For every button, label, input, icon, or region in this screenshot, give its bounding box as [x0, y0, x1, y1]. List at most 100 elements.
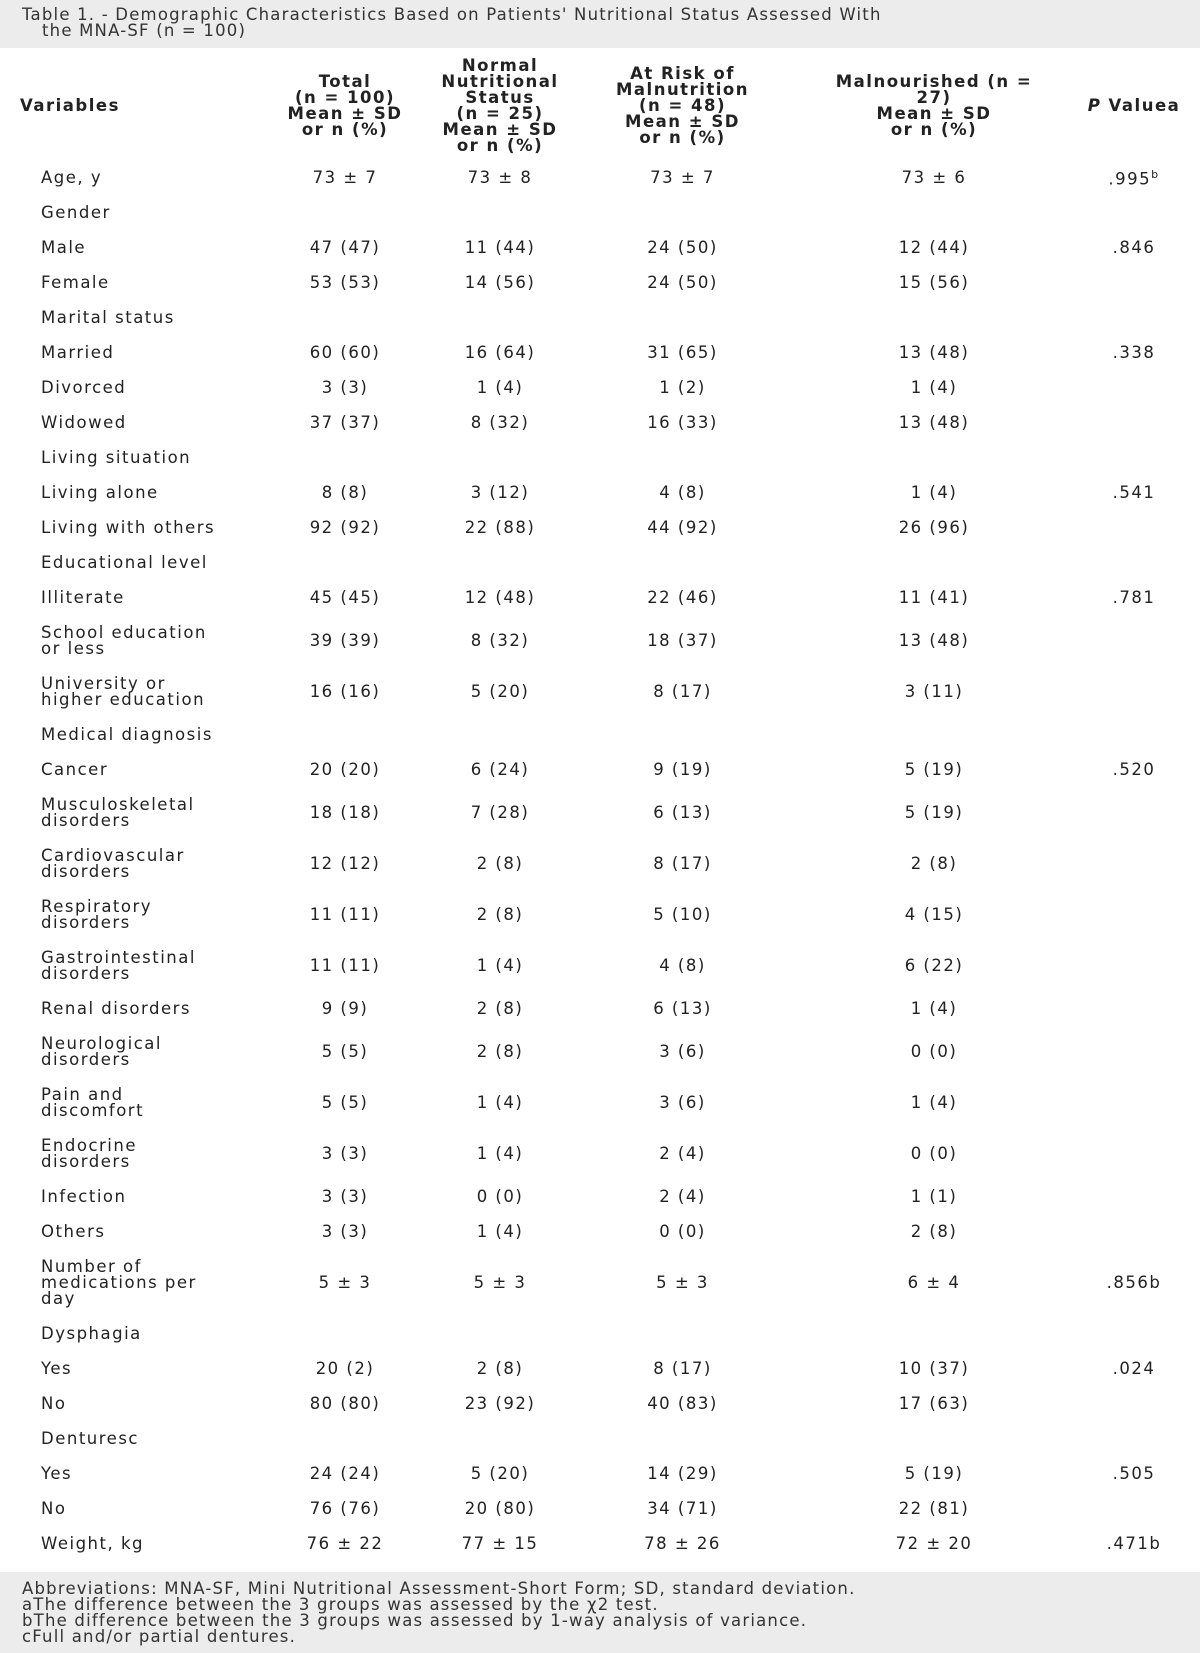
cell-malnourished: 72 ± 20 — [895, 1533, 973, 1553]
cell-p-value — [1068, 1491, 1200, 1526]
row-label: No — [0, 1386, 255, 1421]
cell-normal: 2 (8) — [476, 998, 524, 1018]
cell-normal — [435, 440, 565, 475]
cell-malnourished: 3 (11) — [904, 681, 964, 701]
cell-normal: 3 (12) — [470, 482, 530, 502]
table-row: Widowed 37 (37) 8 (32) 16 (33) 13 (48) — [0, 405, 1200, 440]
cell-at-risk: 14 (29) — [647, 1463, 718, 1483]
row-label: University or higher education — [0, 666, 255, 717]
cell-total: 11 (11) — [309, 955, 381, 975]
table-row: Age, y 73 ± 7 73 ± 8 73 ± 7 73 ± 6 .995b — [0, 160, 1200, 195]
cell-normal: 14 (56) — [464, 272, 536, 292]
cell-normal: 1 (4) — [476, 1221, 524, 1241]
cell-at-risk: 6 (13) — [653, 802, 712, 822]
cell-total — [255, 717, 435, 752]
cell-normal: 6 (24) — [470, 759, 530, 779]
row-label: Respiratory disorders — [0, 889, 255, 940]
cell-total: 11 (11) — [309, 904, 381, 924]
table-row: Number of medications per day 5 ± 3 5 ± 3 5 ±… — [0, 1249, 1200, 1316]
cell-p-value — [1068, 265, 1200, 300]
table-row: Living alone 8 (8) 3 (12) 4 (8) 1 (4) .541 — [0, 475, 1200, 510]
row-label-line: Living alone — [41, 482, 159, 502]
row-label-line: University or — [41, 673, 166, 693]
cell-total: 24 (24) — [309, 1463, 381, 1483]
cell-normal: 11 (44) — [464, 237, 536, 257]
cell-malnourished: 5 (19) — [904, 759, 964, 779]
cell-normal: 1 (4) — [476, 1143, 524, 1163]
cell-total: 47 (47) — [309, 237, 381, 257]
cell-at-risk — [565, 1316, 800, 1351]
cell-p-value: .338 — [1112, 342, 1156, 362]
row-label: Yes — [0, 1351, 255, 1386]
cell-total: 5 (5) — [321, 1041, 369, 1061]
table-row: Others 3 (3) 1 (4) 0 (0) 2 (8) — [0, 1214, 1200, 1249]
row-label: Yes — [0, 1456, 255, 1491]
cell-normal — [435, 545, 565, 580]
row-label-line: medications per — [41, 1272, 197, 1292]
cell-p-value: .781 — [1112, 587, 1156, 607]
table-row: Cancer 20 (20) 6 (24) 9 (19) 5 (19) .520 — [0, 752, 1200, 787]
cell-at-risk — [565, 440, 800, 475]
table-row: Educational level — [0, 545, 1200, 580]
row-label-line: disorders — [41, 963, 131, 983]
cell-total: 76 (76) — [309, 1498, 381, 1518]
cell-normal: 77 ± 15 — [461, 1533, 539, 1553]
row-label: Cardiovascular disorders — [0, 838, 255, 889]
cell-p-value — [1068, 1026, 1200, 1077]
row-label: Female — [0, 265, 255, 300]
cell-total: 3 (3) — [321, 1221, 369, 1241]
cell-total — [255, 1421, 435, 1456]
cell-at-risk: 8 (17) — [653, 1358, 712, 1378]
cell-malnourished: 1 (1) — [910, 1186, 958, 1206]
cell-malnourished: 5 (19) — [904, 802, 964, 822]
header-variables: Variables — [20, 96, 120, 115]
cell-total: 53 (53) — [309, 272, 381, 292]
cell-p-value: .856b — [1106, 1272, 1162, 1292]
cell-p-value: .520 — [1112, 759, 1156, 779]
cell-p-value — [1068, 1421, 1200, 1456]
row-label-line: Widowed — [41, 412, 127, 432]
cell-normal: 20 (80) — [464, 1498, 536, 1518]
row-label-line: Yes — [41, 1463, 73, 1483]
cell-malnourished: 11 (41) — [898, 587, 970, 607]
table-row: Dysphagia — [0, 1316, 1200, 1351]
table-row: Illiterate 45 (45) 12 (48) 22 (46) 11 (41) .7… — [0, 580, 1200, 615]
row-label: Divorced — [0, 370, 255, 405]
cell-p-value — [1068, 545, 1200, 580]
table-row: Infection 3 (3) 0 (0) 2 (4) 1 (1) — [0, 1179, 1200, 1214]
p-value-superscript: b — [1151, 168, 1160, 182]
cell-malnourished — [800, 195, 1068, 230]
cell-total — [255, 300, 435, 335]
row-label-line: No — [41, 1393, 67, 1413]
cell-normal: 2 (8) — [476, 904, 524, 924]
cell-p-value: .505 — [1112, 1463, 1156, 1483]
row-label-line: Female — [41, 272, 110, 292]
row-label: Marital status — [0, 300, 255, 335]
footnote: cFull and/or partial dentures. — [22, 1627, 297, 1646]
table-row: Weight, kg 76 ± 22 77 ± 15 78 ± 26 72 ± 20 .4… — [0, 1526, 1200, 1561]
cell-at-risk: 5 (10) — [653, 904, 712, 924]
cell-malnourished: 1 (4) — [910, 998, 958, 1018]
row-label-line: Male — [41, 237, 87, 257]
cell-malnourished — [800, 300, 1068, 335]
row-label-line: disorders — [41, 1151, 131, 1171]
cell-p-value: .471b — [1106, 1533, 1162, 1553]
row-label-line: higher education — [41, 689, 206, 709]
cell-p-value: .024 — [1112, 1358, 1156, 1378]
cell-malnourished: 0 (0) — [910, 1041, 958, 1061]
cell-malnourished: 22 (81) — [898, 1498, 970, 1518]
row-label: Illiterate — [0, 580, 255, 615]
table-row: Living with others 92 (92) 22 (88) 44 (92) 2… — [0, 510, 1200, 545]
row-label-line: Dysphagia — [41, 1323, 142, 1343]
cell-malnourished: 13 (48) — [898, 342, 970, 362]
cell-at-risk: 0 (0) — [659, 1221, 706, 1241]
table-row: Living situation — [0, 440, 1200, 475]
row-label-line: Living with others — [41, 517, 216, 537]
row-label-line: Weight, kg — [41, 1533, 145, 1553]
cell-p-value — [1068, 1128, 1200, 1179]
cell-malnourished — [800, 440, 1068, 475]
cell-normal — [435, 1421, 565, 1456]
row-label: Dysphagia — [0, 1316, 255, 1351]
cell-at-risk: 2 (4) — [659, 1143, 706, 1163]
row-label: Living with others — [0, 510, 255, 545]
